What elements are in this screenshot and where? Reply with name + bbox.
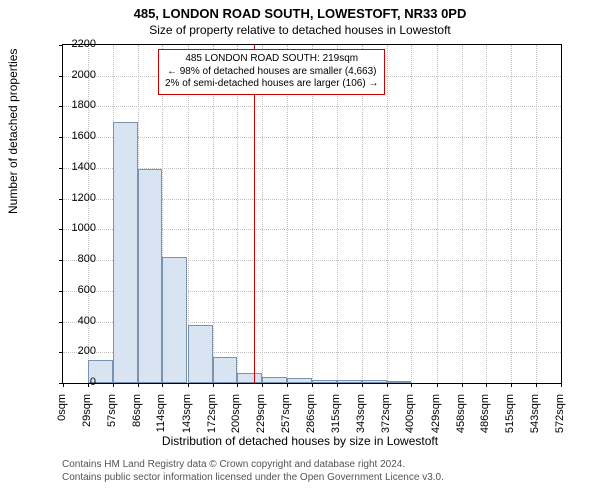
annotation-line3: 2% of semi-detached houses are larger (1… <box>165 78 378 91</box>
chart-container: 485, LONDON ROAD SOUTH, LOWESTOFT, NR33 … <box>0 0 600 500</box>
footer-attribution: Contains HM Land Registry data © Crown c… <box>62 458 444 484</box>
ytick-label: 2200 <box>56 38 96 50</box>
plot-region: 485 LONDON ROAD SOUTH: 219sqm← 98% of de… <box>62 44 562 384</box>
gridline-v <box>337 45 338 383</box>
x-axis-label: Distribution of detached houses by size … <box>0 434 600 448</box>
xtick-mark <box>213 383 214 387</box>
gridline-v <box>213 45 214 383</box>
xtick-mark <box>312 383 313 387</box>
xtick-mark <box>411 383 412 387</box>
xtick-mark <box>262 383 263 387</box>
footer-line1: Contains HM Land Registry data © Crown c… <box>62 458 444 471</box>
y-axis-label: Number of detached properties <box>6 49 20 214</box>
histogram-bar <box>162 257 187 383</box>
xtick-mark <box>536 383 537 387</box>
gridline-v <box>262 45 263 383</box>
annotation-line1: 485 LONDON ROAD SOUTH: 219sqm <box>165 53 378 66</box>
ytick-label: 1600 <box>56 130 96 142</box>
gridline-v <box>511 45 512 383</box>
xtick-mark <box>437 383 438 387</box>
histogram-bar <box>387 381 411 383</box>
xtick-mark <box>561 383 562 387</box>
annotation-box: 485 LONDON ROAD SOUTH: 219sqm← 98% of de… <box>158 49 385 95</box>
ytick-label: 600 <box>56 284 96 296</box>
histogram-bar <box>113 122 138 383</box>
page-title: 485, LONDON ROAD SOUTH, LOWESTOFT, NR33 … <box>0 0 600 21</box>
ytick-label: 1400 <box>56 161 96 173</box>
histogram-bar <box>362 380 387 383</box>
xtick-mark <box>237 383 238 387</box>
xtick-mark <box>337 383 338 387</box>
xtick-mark <box>188 383 189 387</box>
page-subtitle: Size of property relative to detached ho… <box>0 23 600 37</box>
gridline-v <box>462 45 463 383</box>
gridline-v <box>387 45 388 383</box>
ytick-label: 0 <box>56 376 96 388</box>
gridline-v <box>312 45 313 383</box>
histogram-bar <box>287 378 312 383</box>
xtick-mark <box>511 383 512 387</box>
histogram-bar <box>237 373 262 383</box>
histogram-bar <box>188 325 213 383</box>
xtick-mark <box>362 383 363 387</box>
gridline-v <box>437 45 438 383</box>
annotation-line2: ← 98% of detached houses are smaller (4,… <box>165 66 378 79</box>
ytick-label: 1800 <box>56 99 96 111</box>
footer-line2: Contains public sector information licen… <box>62 471 444 484</box>
gridline-v <box>88 45 89 383</box>
xtick-mark <box>287 383 288 387</box>
xtick-mark <box>138 383 139 387</box>
ytick-label: 1200 <box>56 192 96 204</box>
histogram-bar <box>262 377 286 383</box>
reference-line <box>254 45 255 383</box>
xtick-mark <box>113 383 114 387</box>
chart-area: 485 LONDON ROAD SOUTH: 219sqm← 98% of de… <box>62 44 562 384</box>
ytick-label: 2000 <box>56 69 96 81</box>
xtick-mark <box>486 383 487 387</box>
ytick-label: 400 <box>56 315 96 327</box>
histogram-bar <box>213 357 237 383</box>
gridline-v <box>486 45 487 383</box>
gridline-v <box>237 45 238 383</box>
xtick-mark <box>462 383 463 387</box>
gridline-v <box>411 45 412 383</box>
histogram-bar <box>337 380 361 383</box>
gridline-v <box>287 45 288 383</box>
xtick-mark <box>162 383 163 387</box>
histogram-bar <box>138 169 162 383</box>
histogram-bar <box>312 380 337 383</box>
ytick-label: 200 <box>56 345 96 357</box>
xtick-mark <box>387 383 388 387</box>
ytick-label: 1000 <box>56 222 96 234</box>
ytick-label: 800 <box>56 253 96 265</box>
gridline-v <box>536 45 537 383</box>
gridline-v <box>362 45 363 383</box>
